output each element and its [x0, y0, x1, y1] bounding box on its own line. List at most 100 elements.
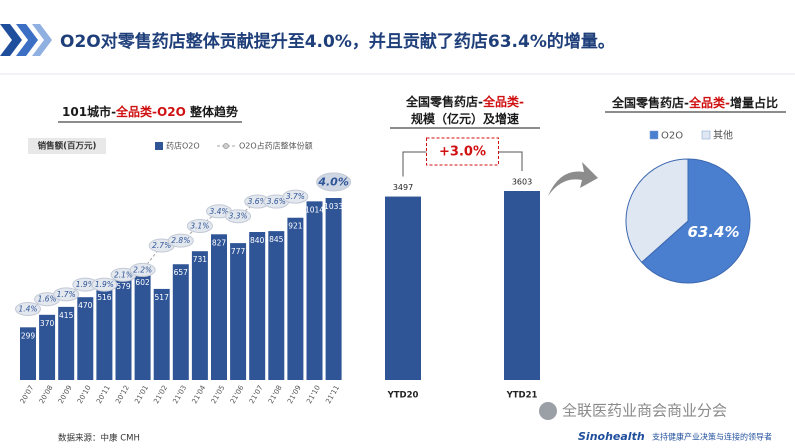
bar: [325, 198, 342, 380]
share-bubble: [225, 209, 252, 224]
bar: [39, 314, 56, 380]
title-part: 增量占比: [730, 95, 778, 110]
title-part: 101城市-: [62, 104, 116, 119]
share-bubble: [91, 277, 118, 292]
annotation-box: [426, 137, 499, 166]
bar: [58, 306, 75, 380]
title-part: 规模（亿元）及增速: [411, 111, 519, 126]
legend-label: 药店O2O: [166, 141, 200, 151]
y-label-box: [28, 138, 106, 154]
share-label: 3.6%: [267, 197, 286, 206]
chevron: [0, 24, 22, 56]
bar: [211, 234, 227, 380]
share-label: 1.4%: [18, 305, 37, 314]
share-label: 1.9%: [95, 280, 114, 289]
data-label: 517: [155, 293, 170, 302]
bar: [385, 196, 421, 380]
legend-swatch: [649, 130, 659, 140]
data-label: 731: [193, 255, 208, 264]
y-axis-label: 销售额(百万元): [38, 141, 97, 152]
data-label: 777: [231, 247, 246, 256]
chart-title: 101城市-全品类-O2O 整体趋势: [62, 104, 238, 119]
share-bubble: [15, 302, 41, 316]
bar: [504, 191, 540, 380]
source-note: 数据来源：中康 CMH: [58, 433, 140, 444]
chevron: [32, 24, 52, 56]
title-part: 全国零售药店-: [405, 94, 483, 109]
chart-title: 全国零售药店-全品类-: [405, 94, 524, 109]
title-part: 全品类-O2O: [115, 104, 186, 119]
annotation: +3.0%: [439, 145, 486, 160]
title-part: 全国零售药店-: [611, 95, 689, 110]
data-label: 602: [135, 278, 150, 287]
share-label: 3.3%: [229, 212, 248, 221]
title-part: 整体趋势: [186, 104, 238, 119]
x-tick-label: YTD21: [506, 391, 538, 401]
bar: [134, 273, 151, 380]
chevron: [16, 24, 38, 56]
pie-label: 63.4%: [687, 223, 739, 241]
share-bubble: [167, 233, 194, 248]
bar: [96, 289, 113, 380]
data-label: 845: [269, 235, 284, 244]
data-label: 657: [174, 268, 189, 277]
share-label: 2.8%: [171, 236, 190, 245]
bar: [191, 251, 208, 380]
data-label: 299: [21, 331, 36, 340]
data-label: 1014: [305, 205, 324, 214]
data-label: 415: [59, 311, 74, 320]
legend-marker: [223, 143, 229, 149]
brand: Sinohealth: [578, 430, 645, 443]
share-label: 3.6%: [248, 197, 267, 206]
bar: [287, 217, 304, 380]
share-bubble: [186, 218, 213, 233]
x-tick-label: YTD20: [387, 391, 419, 401]
chart-title: 规模（亿元）及增速: [411, 111, 519, 126]
data-label: 3603: [512, 178, 532, 187]
bar: [172, 264, 189, 380]
title-part: 全品类-: [688, 95, 730, 110]
watermark-icon: [539, 402, 557, 420]
bar: [153, 288, 170, 380]
legend-swatch: [155, 142, 163, 150]
bar: [268, 231, 285, 380]
data-label: 470: [78, 301, 93, 310]
bar: [115, 277, 132, 380]
watermark: 全联医药业商会商业分会: [562, 402, 727, 420]
legend-label: 其他: [713, 129, 733, 142]
share-label: 3.7%: [286, 192, 305, 201]
share-label: 4.0%: [317, 176, 349, 189]
data-label: 827: [212, 238, 227, 247]
data-label: 579: [116, 282, 131, 291]
share-bubble: [53, 287, 80, 302]
pie-slice: [641, 158, 751, 284]
data-label: 1033: [324, 202, 343, 211]
pie-slice: [625, 158, 689, 263]
share-label: 1.7%: [57, 290, 76, 299]
share-bubble: [316, 172, 352, 192]
share-label: 1.6%: [38, 295, 57, 304]
data-label: 840: [250, 236, 265, 245]
bar: [306, 201, 323, 380]
share-label: 2.1%: [114, 270, 133, 279]
bar: [77, 297, 94, 380]
title-part: 全品类-: [482, 94, 524, 109]
slogan: 支持健康产业决策与连接的领导者: [652, 432, 772, 442]
data-label: 516: [97, 293, 112, 302]
legend-label: O2O占药店整体份额: [239, 141, 313, 151]
share-label: 2.7%: [152, 241, 171, 250]
legend-label: O2O: [661, 131, 683, 142]
bar: [230, 243, 247, 380]
share-label: 3.4%: [209, 207, 228, 216]
arrow: [548, 162, 598, 196]
header-title: O2O对零售药店整体贡献提升至4.0%，并且贡献了药店63.4%的增量。: [60, 31, 615, 52]
chart-title: 全国零售药店-全品类-增量占比: [611, 95, 778, 110]
share-bubble: [282, 189, 309, 204]
bar: [249, 232, 266, 380]
share-label: 1.9%: [76, 280, 95, 289]
data-label: 3497: [393, 183, 413, 192]
data-label: 921: [288, 222, 303, 231]
share-label: 3.1%: [190, 221, 209, 230]
bar: [20, 327, 36, 380]
